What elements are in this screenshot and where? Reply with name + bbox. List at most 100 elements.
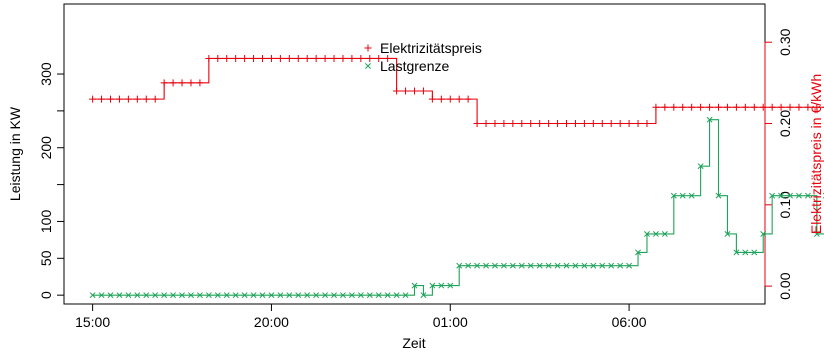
- price-point: [741, 103, 749, 111]
- price-line: [92, 57, 824, 125]
- price-point: [205, 54, 213, 62]
- price-point: [527, 120, 535, 128]
- load-point: [143, 292, 150, 299]
- legend-marker: [364, 44, 372, 52]
- load-point: [214, 292, 221, 299]
- y-right-axis-title: Elektrizitätspreis in €/kWh: [808, 74, 824, 234]
- price-point: [402, 87, 410, 95]
- price-point: [455, 95, 463, 103]
- load-point: [796, 192, 802, 199]
- price-point: [106, 95, 114, 103]
- load-point: [196, 292, 203, 299]
- price-point: [223, 54, 231, 62]
- price-point: [500, 120, 508, 128]
- price-point: [786, 103, 794, 111]
- price-point: [321, 54, 329, 62]
- price-point: [643, 120, 651, 128]
- load-point: [447, 282, 454, 289]
- price-point: [813, 103, 821, 111]
- price-point: [723, 103, 731, 111]
- load-point: [644, 231, 650, 237]
- load-point: [205, 292, 212, 299]
- price-point: [563, 120, 571, 128]
- price-point: [616, 120, 624, 128]
- price-point: [178, 79, 186, 87]
- price-point: [464, 95, 472, 103]
- load-point: [134, 292, 141, 299]
- price-point: [491, 120, 499, 128]
- price-point: [625, 120, 633, 128]
- load-point: [599, 262, 606, 269]
- load-point: [804, 192, 811, 199]
- load-point: [581, 262, 588, 269]
- price-point: [384, 54, 392, 62]
- load-point: [107, 292, 114, 299]
- load-point: [733, 249, 740, 256]
- price-point: [580, 120, 588, 128]
- load-point: [670, 192, 677, 199]
- price-point: [348, 54, 356, 62]
- load-point: [188, 292, 194, 299]
- load-line: [92, 119, 824, 296]
- x-tick-label: 06:00: [612, 314, 647, 330]
- load-point: [295, 292, 302, 299]
- price-point: [804, 103, 812, 111]
- load-point: [500, 262, 507, 269]
- y-right-tick-label: 0.10: [777, 191, 793, 218]
- price-point: [115, 95, 123, 103]
- load-point: [813, 231, 820, 237]
- price-point: [759, 103, 767, 111]
- price-point: [446, 95, 454, 103]
- load-point: [268, 292, 275, 299]
- legend-marker: [365, 63, 371, 69]
- load-point: [652, 231, 659, 237]
- load-point: [331, 292, 337, 299]
- load-point: [626, 262, 633, 269]
- load-point: [277, 292, 284, 299]
- load-point: [98, 292, 105, 299]
- y-left-tick-label: 0: [38, 291, 54, 299]
- price-point: [169, 79, 177, 87]
- price-point: [124, 95, 132, 103]
- price-point: [196, 79, 204, 87]
- load-point: [250, 292, 257, 299]
- load-point: [161, 292, 168, 299]
- price-point: [151, 95, 159, 103]
- price-point: [509, 120, 517, 128]
- x-tick-label: 20:00: [254, 314, 289, 330]
- price-point: [482, 120, 490, 128]
- price-series: [89, 54, 824, 128]
- price-point: [750, 103, 758, 111]
- load-point: [697, 163, 704, 170]
- price-point: [795, 103, 803, 111]
- price-point: [142, 95, 150, 103]
- load-point: [661, 231, 668, 237]
- load-point: [536, 262, 543, 269]
- load-point: [232, 292, 239, 299]
- load-point: [456, 262, 463, 269]
- price-point: [357, 54, 365, 62]
- load-point: [89, 292, 96, 299]
- price-point: [133, 95, 141, 103]
- price-point: [679, 103, 687, 111]
- price-point: [536, 120, 544, 128]
- y-left-axis: 0 50 100 200 300: [38, 62, 65, 299]
- price-point: [258, 54, 266, 62]
- price-point: [688, 103, 696, 111]
- price-point: [330, 54, 338, 62]
- price-point: [294, 54, 302, 62]
- price-point: [634, 120, 642, 128]
- y-right-axis: 0.00 0.10 0.20 0.30: [764, 28, 793, 300]
- load-point: [554, 262, 561, 269]
- price-point: [214, 54, 222, 62]
- load-point: [509, 262, 516, 269]
- price-point: [241, 54, 249, 62]
- price-point: [473, 120, 481, 128]
- load-point: [518, 262, 525, 269]
- load-point: [742, 249, 749, 256]
- price-point: [598, 120, 606, 128]
- price-point: [419, 87, 427, 95]
- price-point: [267, 54, 275, 62]
- load-point: [348, 292, 355, 299]
- price-point: [715, 103, 723, 111]
